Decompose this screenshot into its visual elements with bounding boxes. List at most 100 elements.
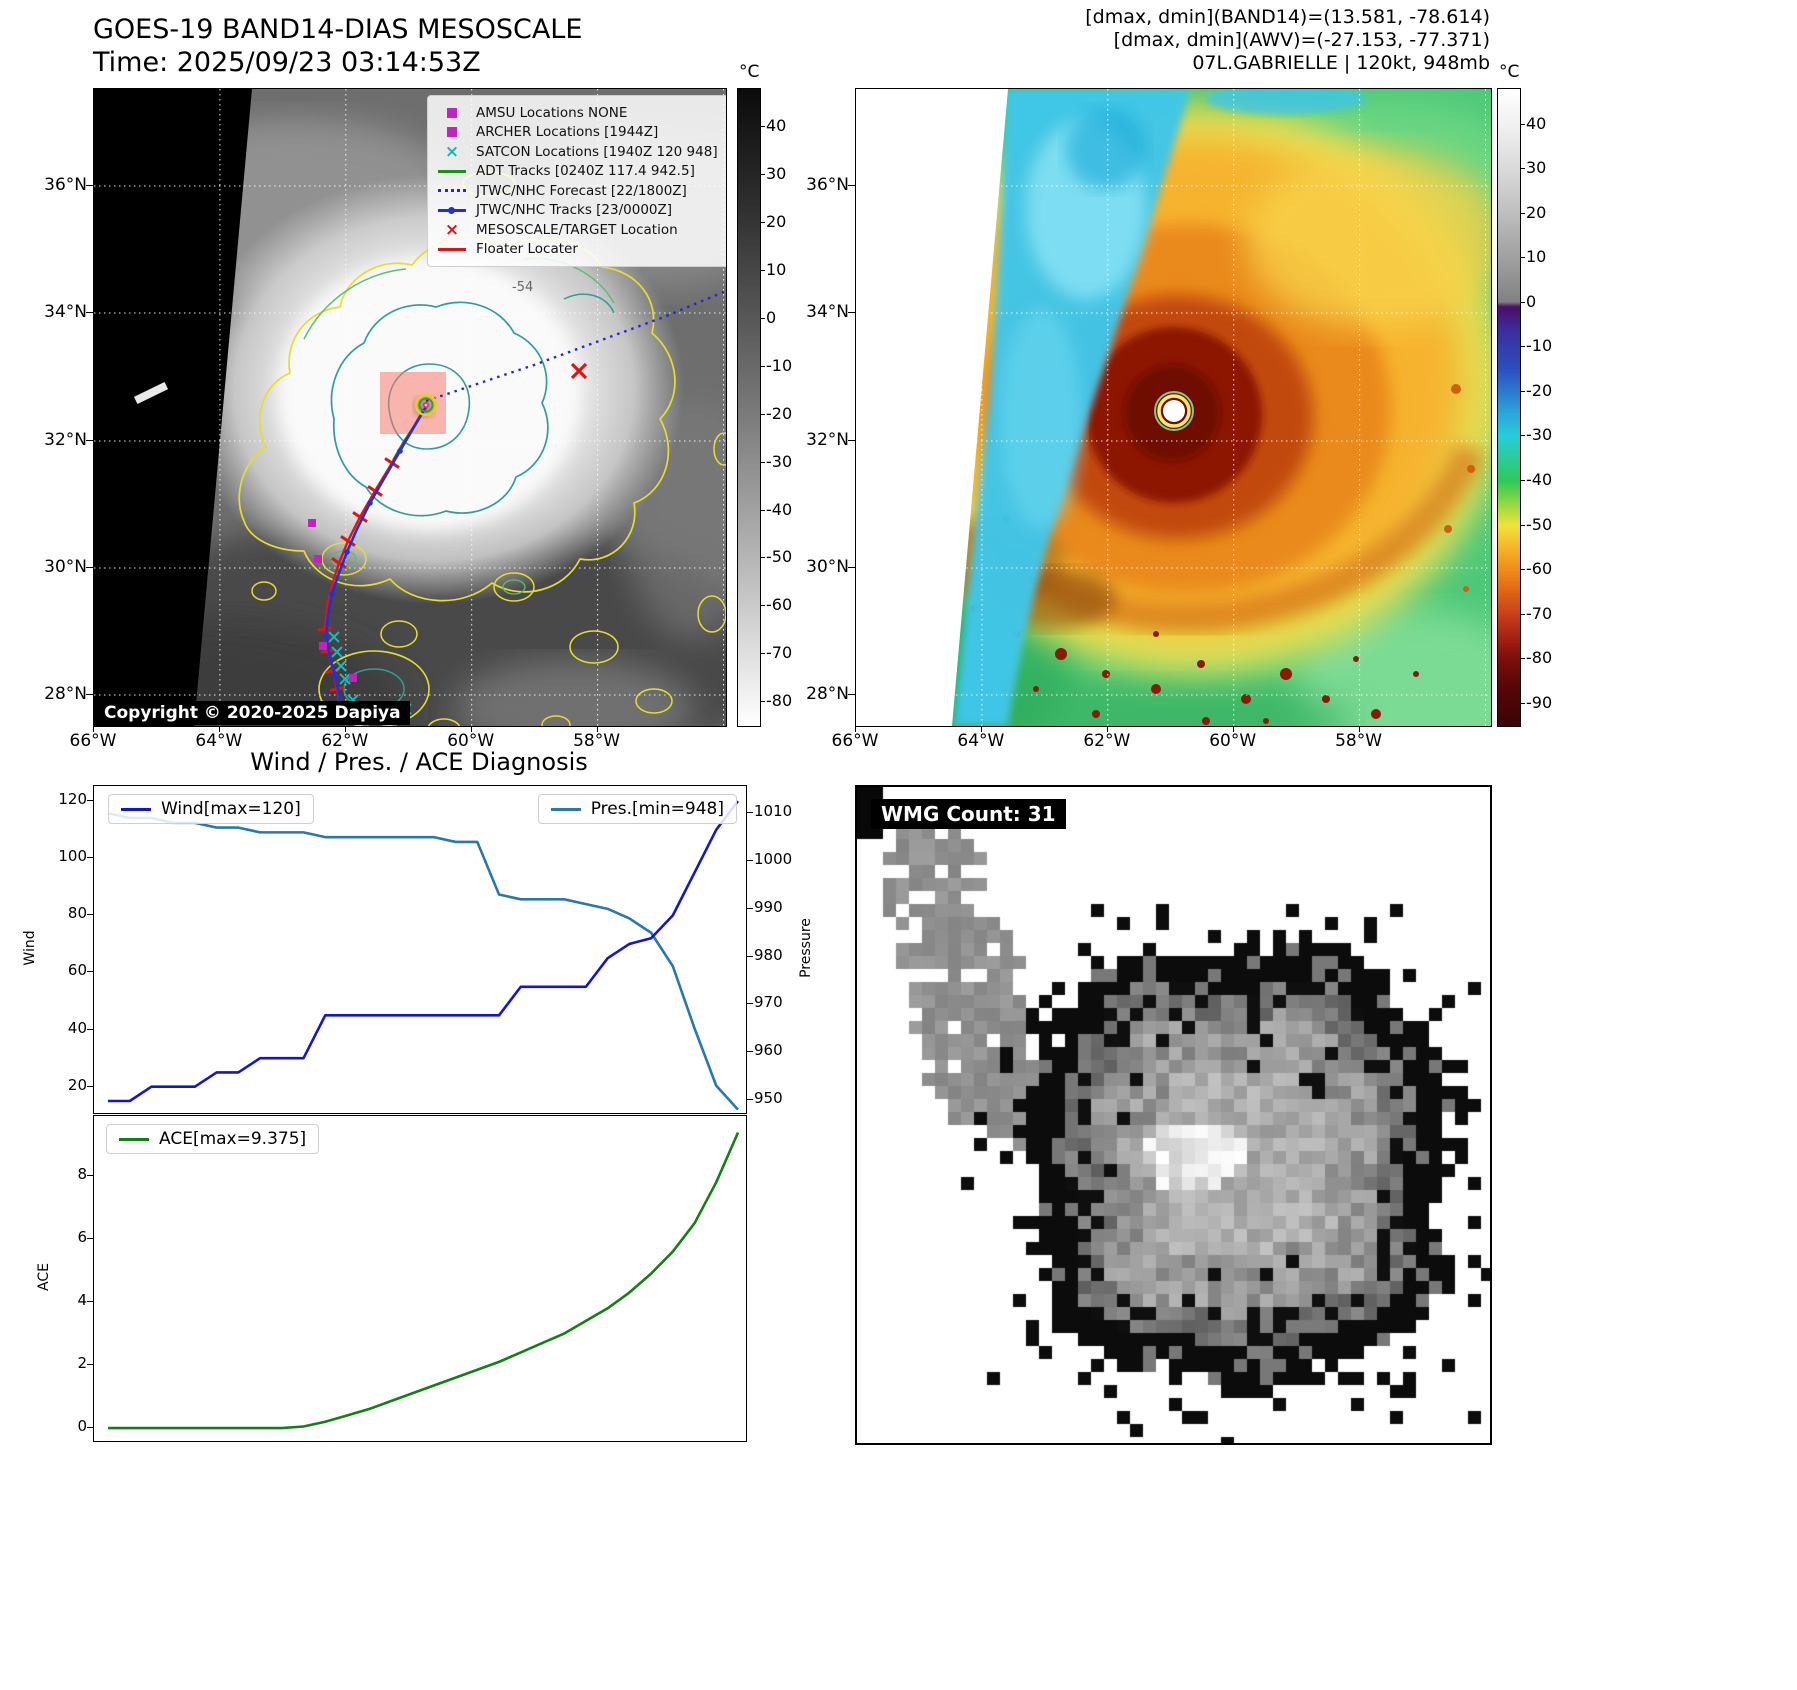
tick-mark bbox=[760, 222, 765, 224]
tick-mark bbox=[855, 726, 856, 732]
ace-tick-label: 0 bbox=[77, 1417, 87, 1436]
wind-tick-label: 60 bbox=[67, 961, 87, 980]
colorbar-tick-label: -10 bbox=[1526, 336, 1553, 356]
pressure-tick-label: 1010 bbox=[754, 802, 793, 821]
legend-marker-x: × bbox=[444, 219, 460, 240]
tick-mark bbox=[760, 126, 765, 128]
tick-mark bbox=[86, 439, 93, 441]
ace-legend-label: ACE[max=9.375] bbox=[159, 1129, 307, 1149]
tick-mark bbox=[1520, 480, 1525, 482]
wind-legend: Wind[max=120] bbox=[108, 794, 314, 824]
tick-mark bbox=[760, 413, 765, 415]
awv-header-line2: [dmax, dmin](AWV)=(-27.153, -77.371) bbox=[1113, 29, 1490, 51]
lat-tick-label: 36°N bbox=[806, 175, 849, 195]
tick-mark bbox=[87, 1085, 93, 1087]
legend-label: ADT Tracks [0240Z 117.4 942.5] bbox=[476, 163, 695, 180]
colorbar-tick-label: -20 bbox=[766, 403, 793, 423]
lat-tick-label: 28°N bbox=[44, 684, 87, 705]
colorbar-tick-label: -10 bbox=[766, 355, 793, 375]
tick-mark bbox=[87, 1237, 93, 1239]
pres-legend: Pres.[min=948] bbox=[537, 794, 737, 824]
pressure-tick-label: 990 bbox=[754, 897, 783, 916]
colorbar-tick-label: -40 bbox=[1526, 470, 1553, 490]
wmg-panel: WMG Count: 31 bbox=[855, 785, 1492, 1445]
tick-mark bbox=[86, 185, 93, 186]
tick-mark bbox=[760, 174, 765, 176]
legend-item: AMSU Locations NONE bbox=[437, 103, 726, 123]
tick-mark bbox=[1520, 524, 1525, 526]
tick-mark bbox=[218, 726, 220, 732]
awv-header-line1: [dmax, dmin](BAND14)=(13.581, -78.614) bbox=[1085, 6, 1490, 28]
tick-mark bbox=[1520, 435, 1525, 437]
band14-map: -54 bbox=[93, 88, 727, 727]
awv-satellite-scene bbox=[856, 89, 1491, 726]
colorbar-tick-label: 20 bbox=[766, 212, 787, 232]
tick-mark bbox=[1520, 390, 1525, 392]
lon-tick-label: 64°W bbox=[195, 731, 243, 751]
legend-marker-line-dot bbox=[437, 206, 467, 214]
colorbar-tick-label: -50 bbox=[766, 547, 793, 567]
pressure-tick-label: 970 bbox=[754, 993, 783, 1012]
legend-marker-x: × bbox=[444, 141, 460, 162]
colorbar-tick-label: 10 bbox=[1526, 247, 1547, 267]
wind-pressure-chart: Wind[max=120] Pres.[min=948] bbox=[93, 785, 747, 1114]
legend-label: Floater Locater bbox=[476, 241, 578, 258]
ace-axis-label: ACE bbox=[36, 1263, 52, 1291]
colorbar-tick-label: -80 bbox=[1526, 648, 1553, 668]
tick-mark bbox=[1520, 123, 1525, 125]
awv-header-line3: 07L.GABRIELLE | 120kt, 948mb bbox=[1192, 52, 1490, 74]
tick-mark bbox=[747, 955, 753, 957]
lat-tick-label: 36°N bbox=[44, 175, 87, 195]
colorbar-tick-label: -80 bbox=[766, 691, 793, 711]
tick-mark bbox=[87, 1427, 93, 1429]
tick-mark bbox=[87, 857, 93, 859]
tick-mark bbox=[93, 726, 94, 732]
tick-mark bbox=[747, 907, 753, 909]
lon-tick-label: 58°W bbox=[1335, 731, 1383, 751]
tick-mark bbox=[848, 439, 855, 441]
wind-tick-label: 100 bbox=[58, 847, 87, 866]
colorbar-tick-label: 30 bbox=[1526, 158, 1547, 178]
legend-label: MESOSCALE/TARGET Location bbox=[476, 221, 678, 238]
diagnosis-title: Wind / Pres. / ACE Diagnosis bbox=[250, 748, 588, 776]
tick-mark bbox=[1106, 726, 1108, 732]
tick-mark bbox=[87, 1028, 93, 1030]
wind-tick-label: 20 bbox=[67, 1075, 87, 1094]
tick-mark bbox=[87, 1364, 93, 1366]
wind-tick-label: 120 bbox=[58, 790, 87, 809]
legend-item: ADT Tracks [0240Z 117.4 942.5] bbox=[437, 162, 726, 182]
colorbar-tick-label: 0 bbox=[766, 307, 777, 327]
colorbar-tick-label: -30 bbox=[766, 451, 793, 471]
lat-tick-label: 34°N bbox=[44, 302, 87, 323]
pressure-tick-label: 950 bbox=[754, 1089, 783, 1108]
tick-mark bbox=[1520, 257, 1525, 259]
wind-tick-label: 40 bbox=[67, 1018, 87, 1037]
tick-mark bbox=[1520, 346, 1525, 348]
contour-value-label: -54 bbox=[512, 280, 533, 295]
colorbar-tick-label: -60 bbox=[766, 595, 793, 615]
lat-tick-label: 28°N bbox=[806, 684, 849, 705]
jtwc-forecast-track-line bbox=[425, 289, 726, 403]
tick-mark bbox=[86, 566, 93, 568]
copyright-label: Copyright © 2020-2025 Dapiya bbox=[95, 701, 410, 725]
tick-mark bbox=[760, 317, 765, 319]
tick-mark bbox=[344, 726, 346, 732]
tick-mark bbox=[848, 566, 855, 568]
ace-plot-area bbox=[108, 1132, 740, 1430]
tick-mark bbox=[760, 557, 765, 559]
tick-mark bbox=[87, 1300, 93, 1302]
band14-colorbar-unit: °C bbox=[739, 62, 760, 82]
wmg-pixel-image bbox=[857, 787, 1490, 1443]
lon-tick-label: 62°W bbox=[321, 731, 369, 751]
legend-label: JTWC/NHC Forecast [22/1800Z] bbox=[476, 182, 687, 199]
lat-tick-label: 30°N bbox=[806, 556, 849, 577]
mesoscale-target-x-marker bbox=[570, 362, 588, 380]
scan-edge-white-region bbox=[856, 89, 1008, 726]
tick-mark bbox=[760, 461, 765, 463]
ace-tick-label: 6 bbox=[77, 1227, 87, 1246]
storm-eye bbox=[1154, 391, 1194, 431]
legend-item: JTWC/NHC Tracks [23/0000Z] bbox=[437, 201, 726, 221]
scan-edge-black-region bbox=[94, 89, 252, 726]
legend-item: JTWC/NHC Forecast [22/1800Z] bbox=[437, 181, 726, 201]
ace-tick-label: 2 bbox=[77, 1354, 87, 1373]
